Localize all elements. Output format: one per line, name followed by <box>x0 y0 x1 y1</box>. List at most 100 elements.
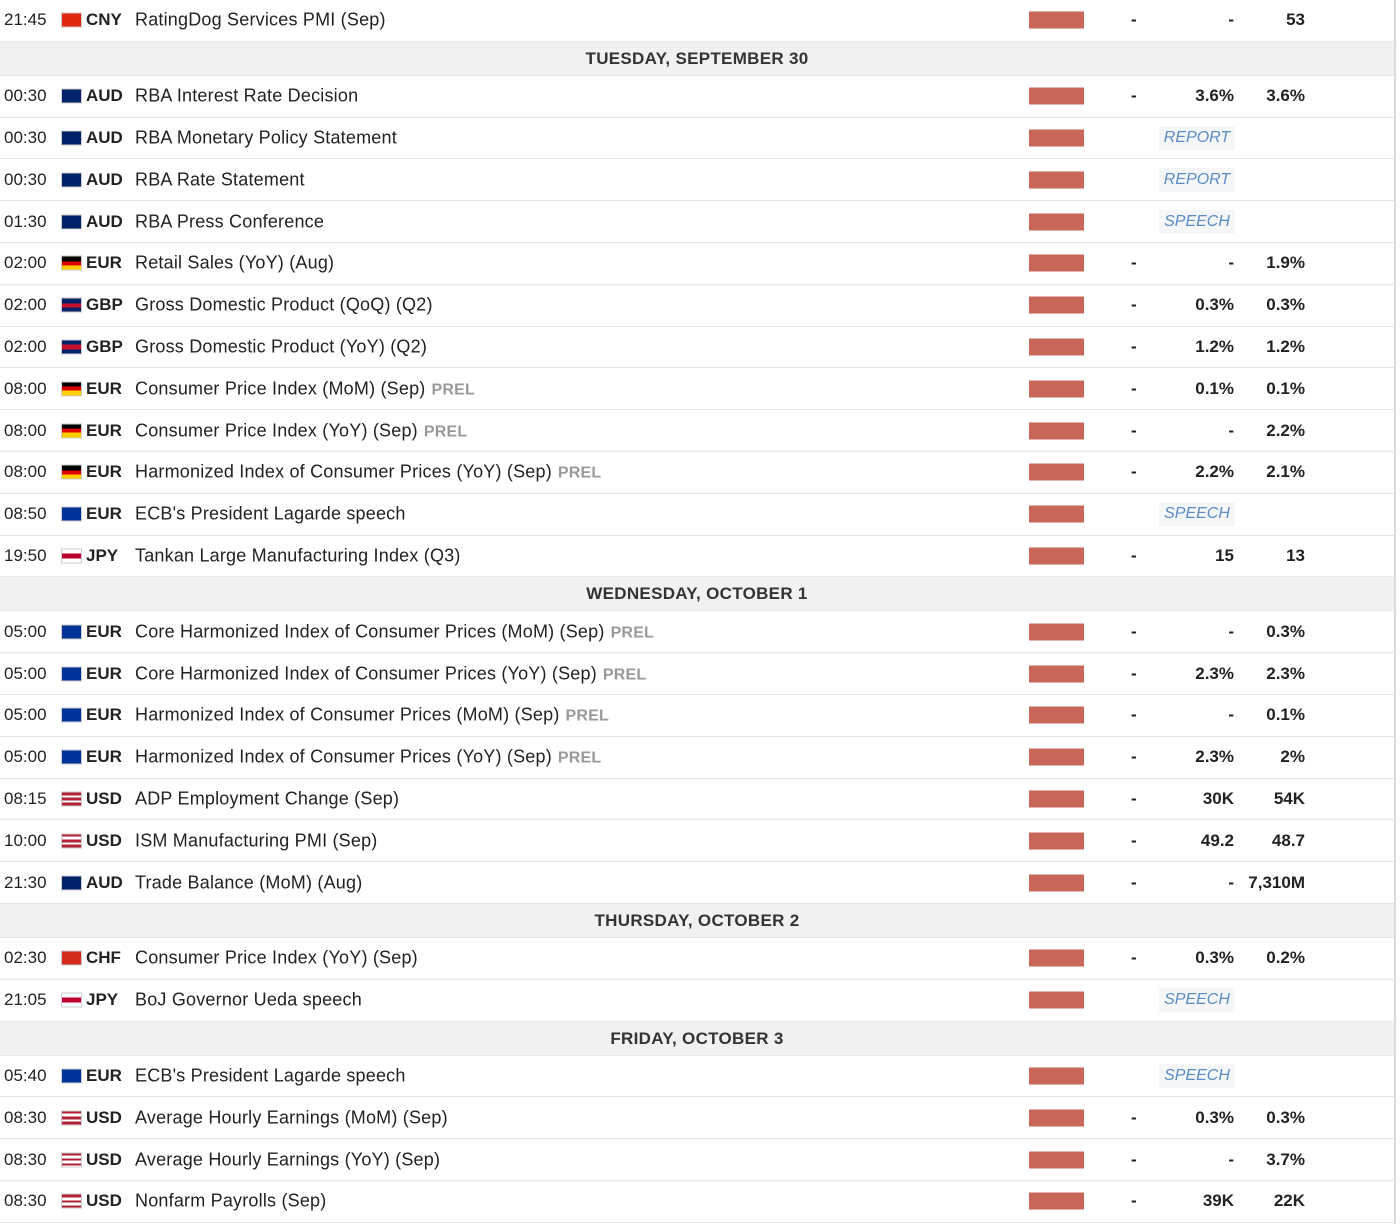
event-name[interactable]: RatingDog Services PMI (Sep) <box>135 10 386 31</box>
event-title: Consumer Price Index (YoY) (Sep) <box>135 420 418 441</box>
flag-stripe <box>62 344 81 350</box>
event-row[interactable]: 01:30 AUD RBA Press Conference SPEECH <box>0 201 1394 243</box>
event-row[interactable]: 02:00 GBP Gross Domestic Product (YoY) (Q2… <box>0 327 1394 369</box>
event-name[interactable]: Retail Sales (YoY) (Aug) <box>135 253 334 274</box>
actual: - <box>1131 295 1137 315</box>
event-row[interactable]: 05:00 EUR Core Harmonized Index of Consume… <box>0 653 1394 695</box>
previous: 0.3% <box>1266 621 1305 641</box>
event-row[interactable]: 08:15 USD ADP Employment Change (Sep) - 30K 5… <box>0 779 1394 821</box>
flag-stripe <box>62 558 81 563</box>
consensus: 3.6% <box>1195 86 1234 106</box>
flag-stripe <box>62 1119 81 1122</box>
currency: GBP <box>86 295 123 315</box>
event-row[interactable]: 08:00 EUR Consumer Price Index (YoY) (Sep)… <box>0 410 1394 452</box>
event-label[interactable]: SPEECH <box>1159 502 1235 527</box>
event-title: Harmonized Index of Consumer Prices (MoM… <box>135 704 560 725</box>
event-name[interactable]: RBA Rate Statement <box>135 169 305 190</box>
event-name[interactable]: Gross Domestic Product (QoQ) (Q2) <box>135 295 433 316</box>
event-name[interactable]: ECB's President Lagarde speech <box>135 1065 406 1086</box>
currency: AUD <box>86 872 123 892</box>
event-name[interactable]: Nonfarm Payrolls (Sep) <box>135 1191 326 1212</box>
event-name[interactable]: Gross Domestic Product (YoY) (Q2) <box>135 336 427 357</box>
event-row[interactable]: 00:30 AUD RBA Interest Rate Decision - 3.6% 3… <box>0 76 1394 118</box>
event-label[interactable]: SPEECH <box>1159 1063 1235 1088</box>
event-name[interactable]: RBA Press Conference <box>135 211 324 232</box>
event-time: 01:30 <box>4 211 47 231</box>
event-name[interactable]: Trade Balance (MoM) (Aug) <box>135 872 362 893</box>
event-row[interactable]: 05:00 EUR Harmonized Index of Consumer Pri… <box>0 737 1394 779</box>
currency: EUR <box>86 378 122 398</box>
actual: - <box>1131 948 1137 968</box>
actual: - <box>1131 663 1137 683</box>
event-row[interactable]: 08:30 USD Average Hourly Earnings (MoM) (S… <box>0 1097 1394 1140</box>
event-name[interactable]: ISM Manufacturing PMI (Sep) <box>135 830 378 851</box>
event-name[interactable]: RBA Monetary Policy Statement <box>135 127 397 148</box>
consensus: - <box>1228 10 1234 30</box>
prel-tag: PREL <box>602 666 647 684</box>
flag-stripe <box>62 474 81 479</box>
prel-tag: PREL <box>557 749 602 767</box>
event-name[interactable]: Harmonized Index of Consumer Prices (YoY… <box>135 747 601 768</box>
currency: EUR <box>86 747 122 767</box>
event-row[interactable]: 08:30 USD Average Hourly Earnings (YoY) (S… <box>0 1139 1394 1181</box>
event-title: Nonfarm Payrolls (Sep) <box>135 1190 327 1211</box>
event-time: 21:45 <box>4 10 47 30</box>
event-row[interactable]: 02:30 CHF Consumer Price Index (YoY) (Sep)… <box>0 938 1394 980</box>
consensus: 49.2 <box>1200 830 1234 850</box>
event-row[interactable]: 02:00 EUR Retail Sales (YoY) (Aug) - - 1.9% <box>0 243 1394 285</box>
event-name[interactable]: ECB's President Lagarde speech <box>135 504 406 525</box>
event-row[interactable]: 08:50 EUR ECB's President Lagarde speech SP… <box>0 494 1394 536</box>
event-row[interactable]: 19:50 JPY Tankan Large Manufacturing Index… <box>0 536 1394 578</box>
event-row[interactable]: 02:00 GBP Gross Domestic Product (QoQ) (Q2… <box>0 285 1394 327</box>
event-row[interactable]: 08:00 EUR Harmonized Index of Consumer Pri… <box>0 452 1394 494</box>
event-label[interactable]: REPORT <box>1159 125 1235 150</box>
flag-stripe <box>62 96 81 103</box>
event-name[interactable]: Average Hourly Earnings (MoM) (Sep) <box>135 1107 448 1128</box>
flag-stripe <box>62 1160 81 1164</box>
event-name[interactable]: Tankan Large Manufacturing Index (Q3) <box>135 545 461 566</box>
consensus: 1.2% <box>1195 336 1234 356</box>
event-name[interactable]: Harmonized Index of Consumer Prices (YoY… <box>135 462 601 483</box>
event-name[interactable]: BoJ Governor Ueda speech <box>135 990 362 1011</box>
event-row[interactable]: 00:30 AUD RBA Rate Statement REPORT <box>0 159 1394 202</box>
event-row[interactable]: 21:45 CNY RatingDog Services PMI (Sep) - - 53 <box>0 0 1394 42</box>
event-name[interactable]: Average Hourly Earnings (YoY) (Sep) <box>135 1149 440 1170</box>
event-row[interactable]: 21:05 JPY BoJ Governor Ueda speech SPEECH <box>0 980 1394 1022</box>
event-label[interactable]: SPEECH <box>1159 209 1235 234</box>
event-name[interactable]: Harmonized Index of Consumer Prices (MoM… <box>135 705 609 726</box>
event-name[interactable]: Consumer Price Index (MoM) (Sep) PREL <box>135 378 475 399</box>
actual: - <box>1131 872 1137 892</box>
event-row[interactable]: 00:30 AUD RBA Monetary Policy Statement REP… <box>0 118 1394 160</box>
event-row[interactable]: 21:30 AUD Trade Balance (MoM) (Aug) - -7,310… <box>0 862 1394 904</box>
actual: - <box>1131 1149 1137 1169</box>
flag-stripe <box>62 667 81 681</box>
event-label[interactable]: REPORT <box>1159 167 1235 192</box>
flag-stripe <box>62 221 81 229</box>
event-name[interactable]: ADP Employment Change (Sep) <box>135 788 399 809</box>
event-title: Gross Domestic Product (YoY) (Q2) <box>135 336 428 357</box>
event-row[interactable]: 05:00 EUR Core Harmonized Index of Consume… <box>0 611 1394 654</box>
event-row[interactable]: 10:00 USD ISM Manufacturing PMI (Sep) - 49.2… <box>0 820 1394 863</box>
event-name[interactable]: Consumer Price Index (YoY) (Sep) <box>135 948 418 969</box>
event-name[interactable]: Consumer Price Index (YoY) (Sep) PREL <box>135 420 467 441</box>
flag-icon <box>61 88 82 104</box>
flag-stripe <box>62 1163 81 1166</box>
flag-stripe <box>62 839 81 843</box>
event-name[interactable]: RBA Interest Rate Decision <box>135 86 358 107</box>
event-time: 02:00 <box>4 295 47 315</box>
event-name[interactable]: Core Harmonized Index of Consumer Prices… <box>135 663 646 684</box>
event-time: 08:00 <box>4 462 47 482</box>
event-row[interactable]: 05:40 EUR ECB's President Lagarde speech SP… <box>0 1056 1394 1098</box>
event-time: 08:30 <box>4 1149 47 1169</box>
event-label[interactable]: SPEECH <box>1159 988 1235 1013</box>
event-time: 05:00 <box>4 621 47 641</box>
event-row[interactable]: 05:00 EUR Harmonized Index of Consumer Pri… <box>0 695 1394 737</box>
event-time: 08:15 <box>4 788 47 808</box>
event-row[interactable]: 08:00 EUR Consumer Price Index (MoM) (Sep)… <box>0 368 1394 411</box>
event-row[interactable]: 08:30 USD Nonfarm Payrolls (Sep) - 39K 22K <box>0 1181 1394 1223</box>
impact-bar <box>1029 213 1084 231</box>
impact-bar <box>1029 338 1084 356</box>
actual: - <box>1131 545 1137 565</box>
event-name[interactable]: Core Harmonized Index of Consumer Prices… <box>135 621 654 642</box>
consensus: - <box>1228 253 1234 273</box>
